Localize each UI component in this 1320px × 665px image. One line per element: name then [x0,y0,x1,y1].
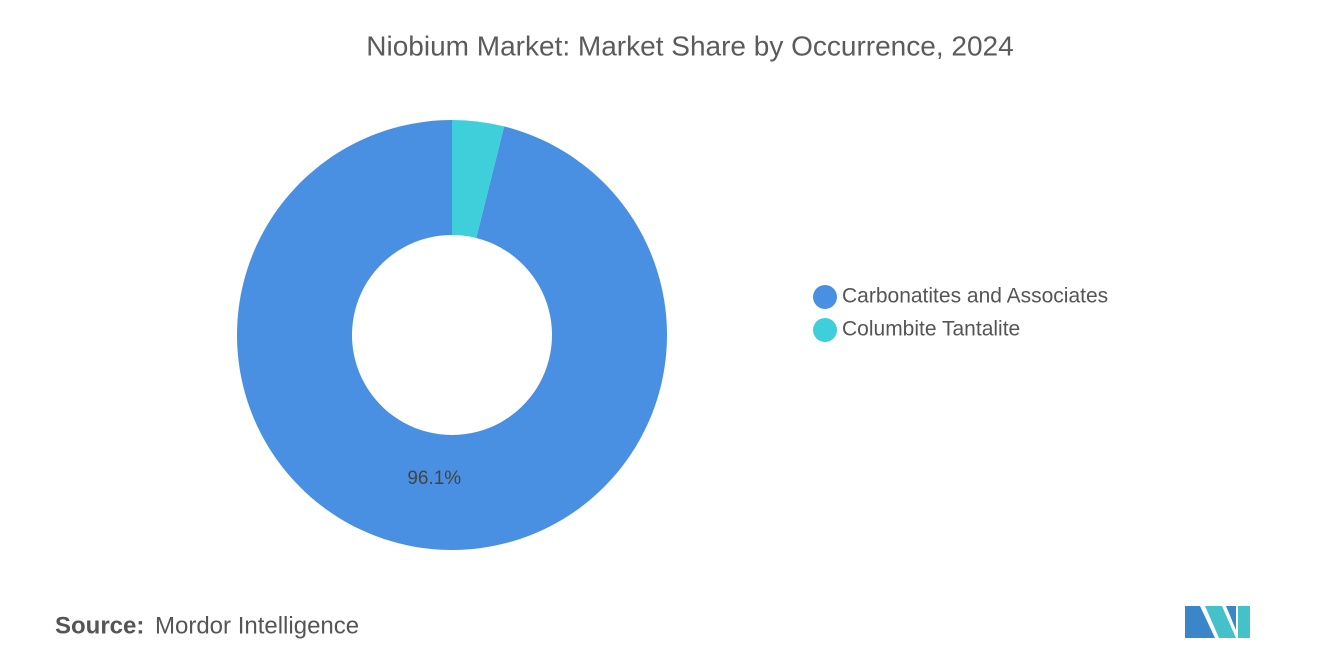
legend-label: Columbite Tantalite [842,318,1020,341]
chart-title: Niobium Market: Market Share by Occurren… [366,30,1013,61]
donut-slice [452,120,505,238]
donut-slice [237,120,668,550]
source-label: Source: [55,612,144,639]
source-name: Mordor Intelligence [155,612,359,639]
data-label: 96.1% [407,468,461,489]
legend-marker [813,285,837,309]
legend-marker [813,318,837,342]
legend-label: Carbonatites and Associates [842,285,1108,308]
logo [1185,606,1250,638]
